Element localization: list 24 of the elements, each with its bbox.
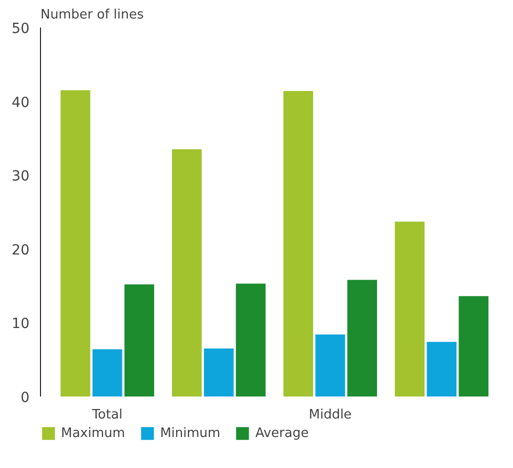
legend-label: Average — [255, 426, 309, 440]
bar — [204, 348, 234, 396]
y-tick-label: 50 — [12, 21, 30, 37]
bar — [283, 90, 314, 396]
bar — [124, 284, 154, 396]
legend-label: Maximum — [61, 426, 126, 440]
bar — [426, 342, 456, 396]
x-tick-label: Middle — [308, 408, 352, 422]
legend-label: Minimum — [160, 426, 220, 440]
bar — [394, 222, 425, 396]
y-tick-label: 0 — [20, 390, 30, 406]
y-tick-label: 40 — [12, 94, 30, 111]
y-tick-label: 10 — [12, 316, 30, 332]
bar — [347, 280, 378, 396]
bar — [172, 149, 202, 396]
x-tick-label: Total — [91, 408, 123, 422]
bar — [60, 90, 90, 396]
y-axis-title: Number of lines — [40, 8, 144, 22]
y-tick-label: 30 — [12, 168, 30, 185]
y-tick-label: 20 — [12, 242, 30, 258]
bar — [458, 296, 488, 396]
bar — [315, 334, 346, 396]
bar — [236, 284, 266, 396]
bar — [92, 349, 122, 396]
